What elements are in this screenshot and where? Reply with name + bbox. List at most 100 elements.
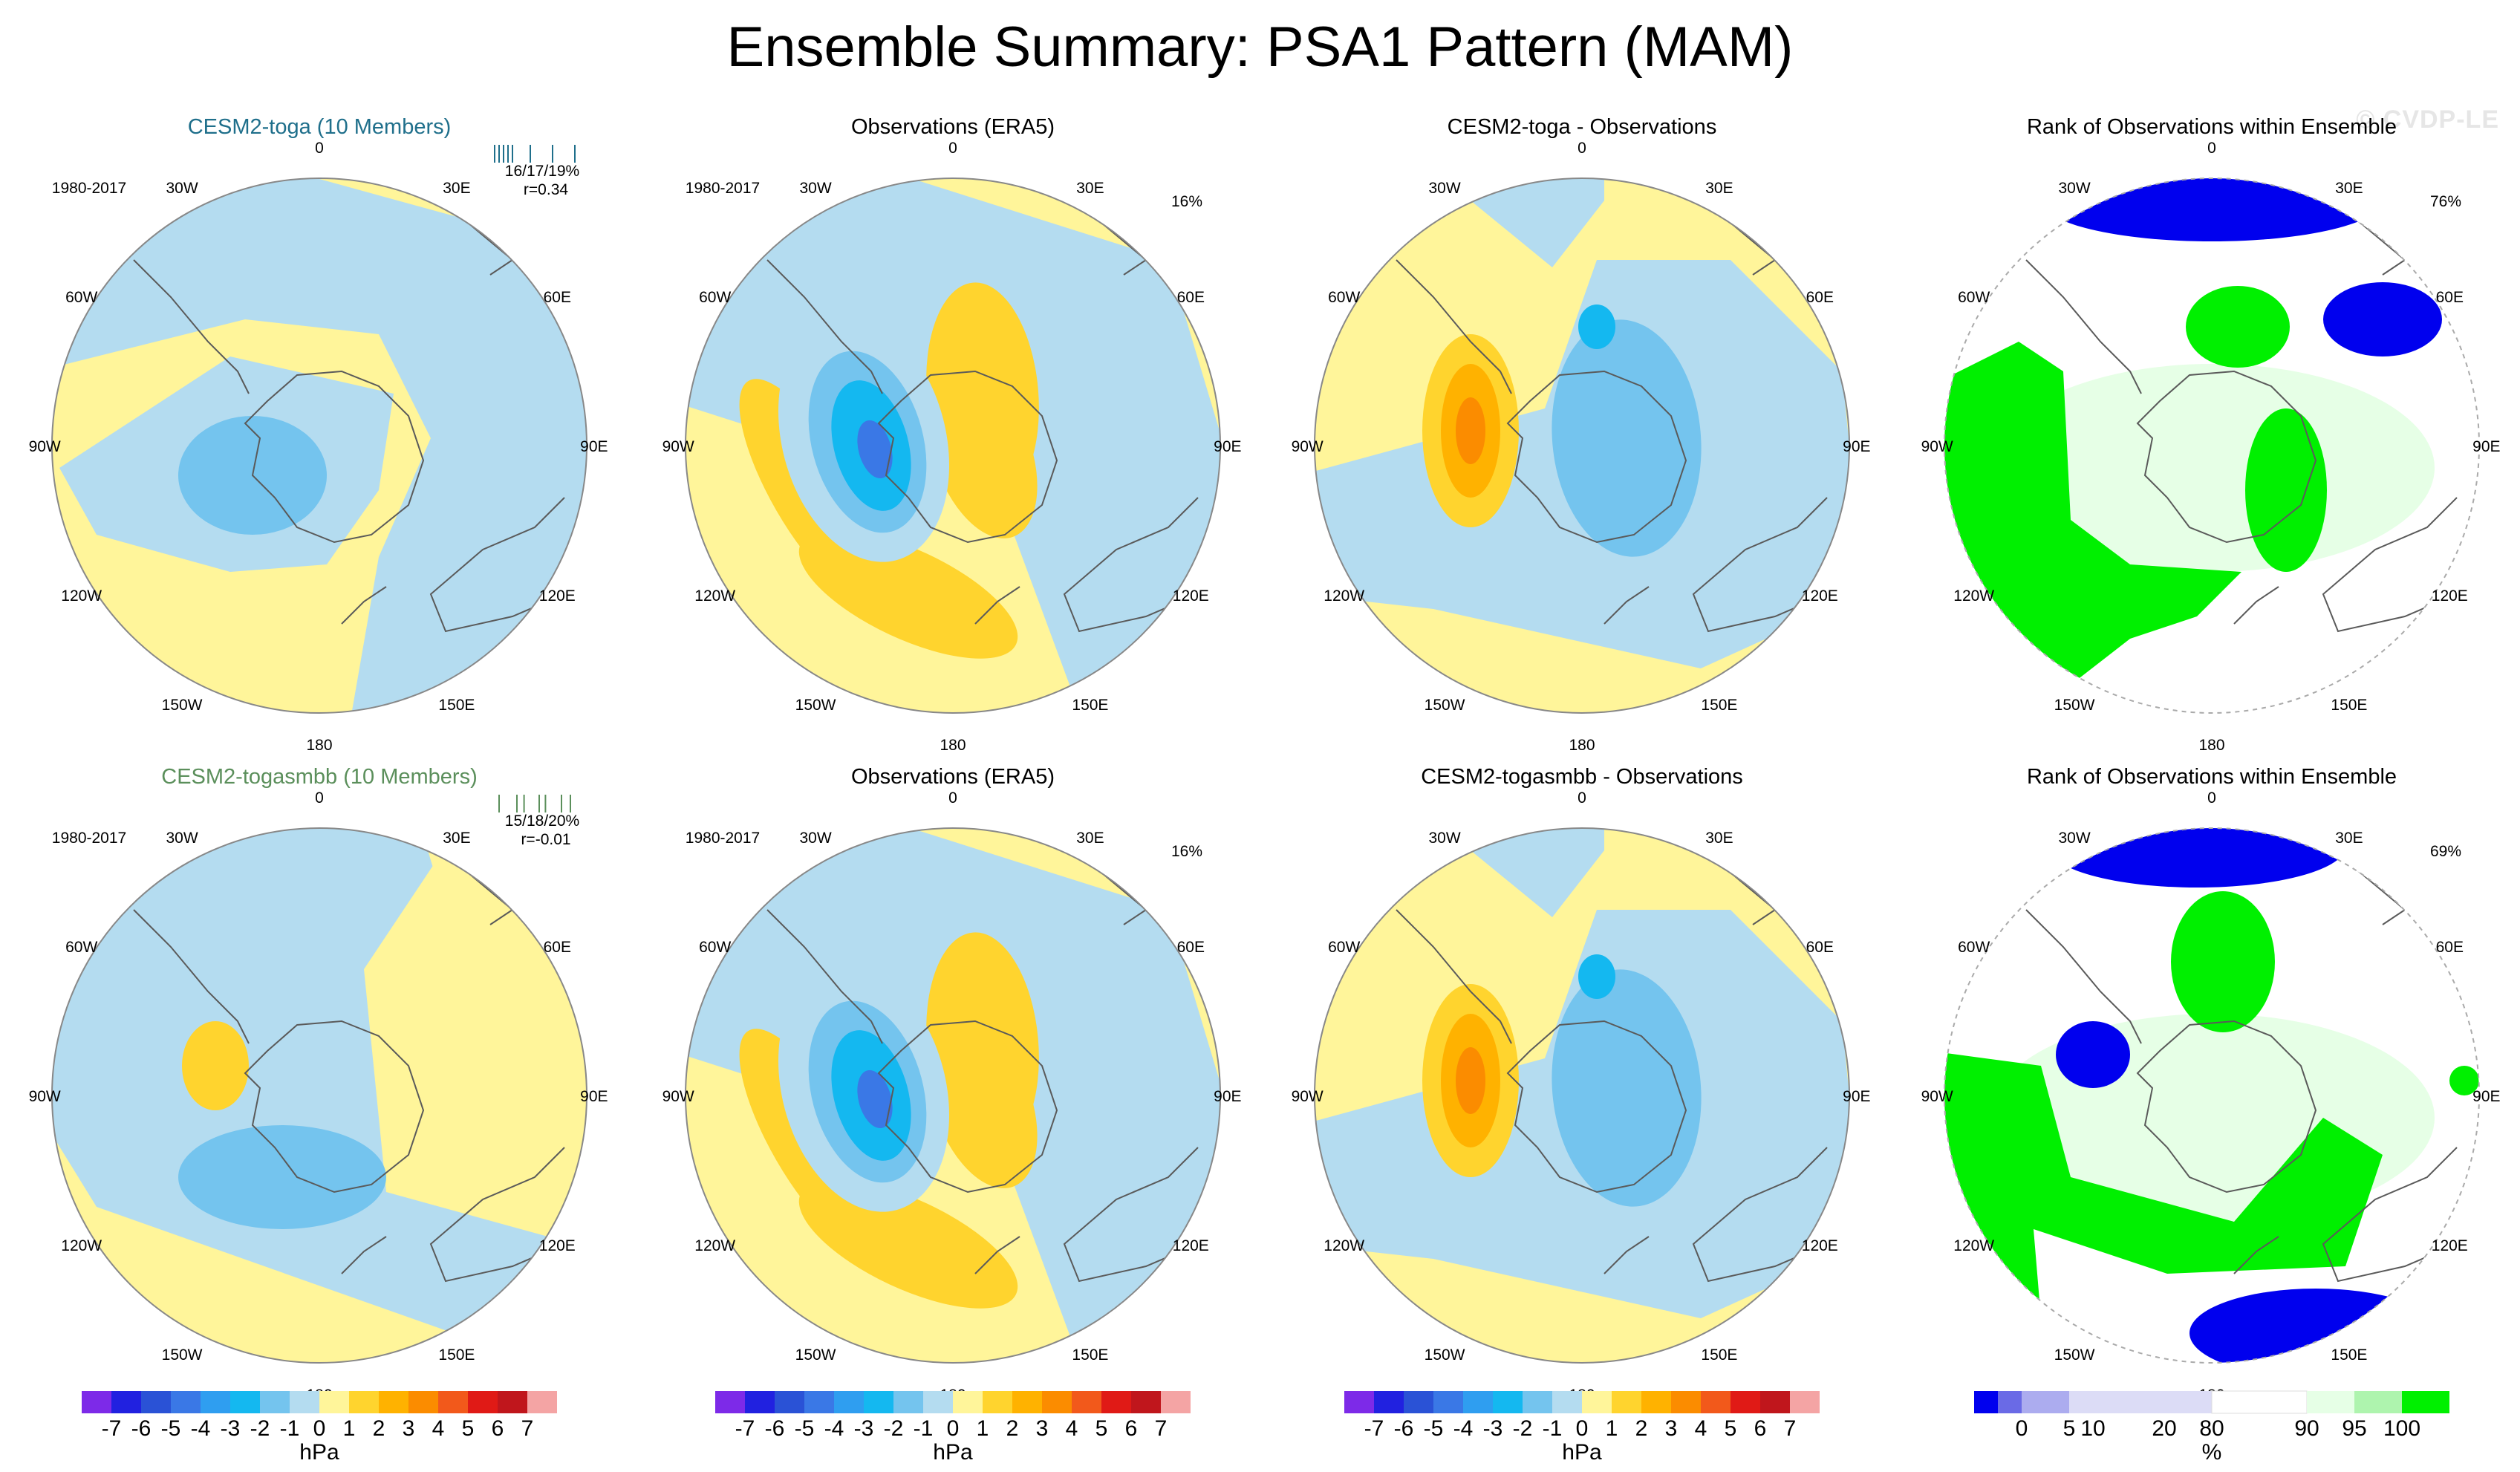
longitude-label: 60W (1328, 289, 1360, 306)
new-zealand-outline (974, 586, 1020, 625)
south-america-outline (2025, 909, 2142, 1044)
page-title: Ensemble Summary: PSA1 Pattern (MAM) (726, 16, 1794, 79)
longitude-label: 120E (539, 1237, 576, 1254)
colorbar-swatch (468, 1391, 498, 1413)
colorbar-tick-label: -4 (824, 1416, 844, 1441)
longitude-label: 150E (438, 697, 475, 714)
colorbar-swatch (1433, 1391, 1463, 1413)
antarctica-outline (1506, 1020, 1687, 1193)
longitude-label: 0 (2207, 789, 2216, 807)
colorbar-swatch (983, 1391, 1012, 1413)
negative-core (857, 420, 893, 479)
longitude-label: 0 (1578, 140, 1586, 157)
map-boundary (1944, 827, 2480, 1364)
longitude-label: 90W (1921, 438, 1953, 455)
negative-core (1578, 305, 1615, 349)
map-boundary (51, 827, 587, 1364)
positive-core (928, 368, 1038, 538)
south-america-outline (766, 259, 883, 394)
colorbar-swatch (893, 1391, 923, 1413)
australia-outline (1063, 1147, 1199, 1283)
colorbar-swatch (2069, 1391, 2212, 1413)
longitude-label: 60E (544, 289, 571, 306)
colorbar-tick-label: -6 (131, 1416, 152, 1441)
colorbar-swatch (1493, 1391, 1523, 1413)
australia-outline (429, 497, 565, 633)
longitude-label: 120E (1173, 1237, 1209, 1254)
colorbar-tick-label: -7 (1364, 1416, 1384, 1441)
below-5-region (2041, 178, 2383, 241)
longitude-label: 90W (29, 438, 61, 455)
longitude-label: 60E (544, 939, 571, 956)
colorbar-swatch (1731, 1391, 1760, 1413)
colorbar-tick-label: 2 (1006, 1416, 1019, 1441)
panel-title: Observations (ERA5) (851, 115, 1055, 139)
colorbar-swatch (864, 1391, 893, 1413)
longitude-label: 60W (699, 289, 731, 306)
colorbar-swatch (1790, 1391, 1820, 1413)
negative-region (52, 178, 587, 713)
colorbar-tick-label: -5 (795, 1416, 815, 1441)
period-label: 1980-2017 (52, 180, 126, 197)
colorbar-tick-label: -2 (884, 1416, 904, 1441)
colorbar-tick-label: -7 (735, 1416, 755, 1441)
colorbar-tick-label: 0 (2016, 1416, 2028, 1441)
longitude-label: 30W (166, 830, 198, 847)
australia-outline (429, 1147, 565, 1283)
colorbar-swatch (1463, 1391, 1493, 1413)
colorbar-tick-label: 7 (1155, 1416, 1168, 1441)
colorbar-tick-label: 1 (343, 1416, 356, 1441)
colorbar-tick-label: 6 (1125, 1416, 1138, 1441)
colorbar-tick-label: -3 (1483, 1416, 1503, 1441)
colorbar-swatch (408, 1391, 438, 1413)
longitude-label: 30E (1705, 830, 1733, 847)
longitude-label: 120E (1173, 587, 1209, 605)
longitude-label: 60E (2436, 939, 2464, 956)
colorbar-swatch (171, 1391, 201, 1413)
australia-outline (2322, 1147, 2458, 1283)
longitude-label: 120E (1802, 1237, 1838, 1254)
longitude-label: 0 (948, 789, 957, 807)
australia-outline (1692, 1147, 1828, 1283)
longitude-label: 60E (1177, 289, 1205, 306)
colorbar-tick-label: 95 (2342, 1416, 2366, 1441)
positive-core (1456, 397, 1485, 464)
colorbar-swatch (82, 1391, 111, 1413)
colorbar-tick-label: -1 (914, 1416, 934, 1441)
longitude-label: 120E (2432, 1237, 2468, 1254)
colorbar-swatch (1998, 1391, 2022, 1413)
longitude-label: 150W (795, 1346, 836, 1364)
longitude-label: 60E (1806, 939, 1834, 956)
above-95-region (2449, 1066, 2479, 1095)
colorbar-swatch (1344, 1391, 1374, 1413)
longitude-label: 150W (1425, 697, 1465, 714)
colorbar-tick-label: 1 (1606, 1416, 1618, 1441)
colorbar-swatch (1641, 1391, 1671, 1413)
colorbar-tick-label: -7 (102, 1416, 122, 1441)
below-5-region (2056, 1021, 2130, 1088)
longitude-label: 30E (443, 180, 470, 197)
longitude-label: 0 (315, 789, 324, 807)
above-95-region (2186, 286, 2290, 368)
colorbar-tick-label: 7 (1784, 1416, 1797, 1441)
colorbar-tick-label: 5 (462, 1416, 475, 1441)
longitude-label: 30E (1076, 180, 1104, 197)
colorbar-swatch (230, 1391, 260, 1413)
colorbar-tick-label: -3 (854, 1416, 874, 1441)
longitude-label: 150W (795, 697, 836, 714)
colorbar-swatch (1072, 1391, 1101, 1413)
colorbar-swatch (1671, 1391, 1701, 1413)
negative-region (52, 828, 587, 1363)
antarctica-outline (1506, 370, 1687, 544)
above-95-region (1944, 1051, 2383, 1318)
colorbar-tick-label: 7 (521, 1416, 534, 1441)
new-zealand-outline (974, 1236, 1020, 1274)
longitude-label: 90W (29, 1088, 61, 1105)
colorbar-tick-label: 2 (373, 1416, 385, 1441)
pattern-correlation: r=-0.01 (521, 831, 570, 848)
colorbar-swatch (290, 1391, 319, 1413)
longitude-label: 30W (1428, 180, 1460, 197)
